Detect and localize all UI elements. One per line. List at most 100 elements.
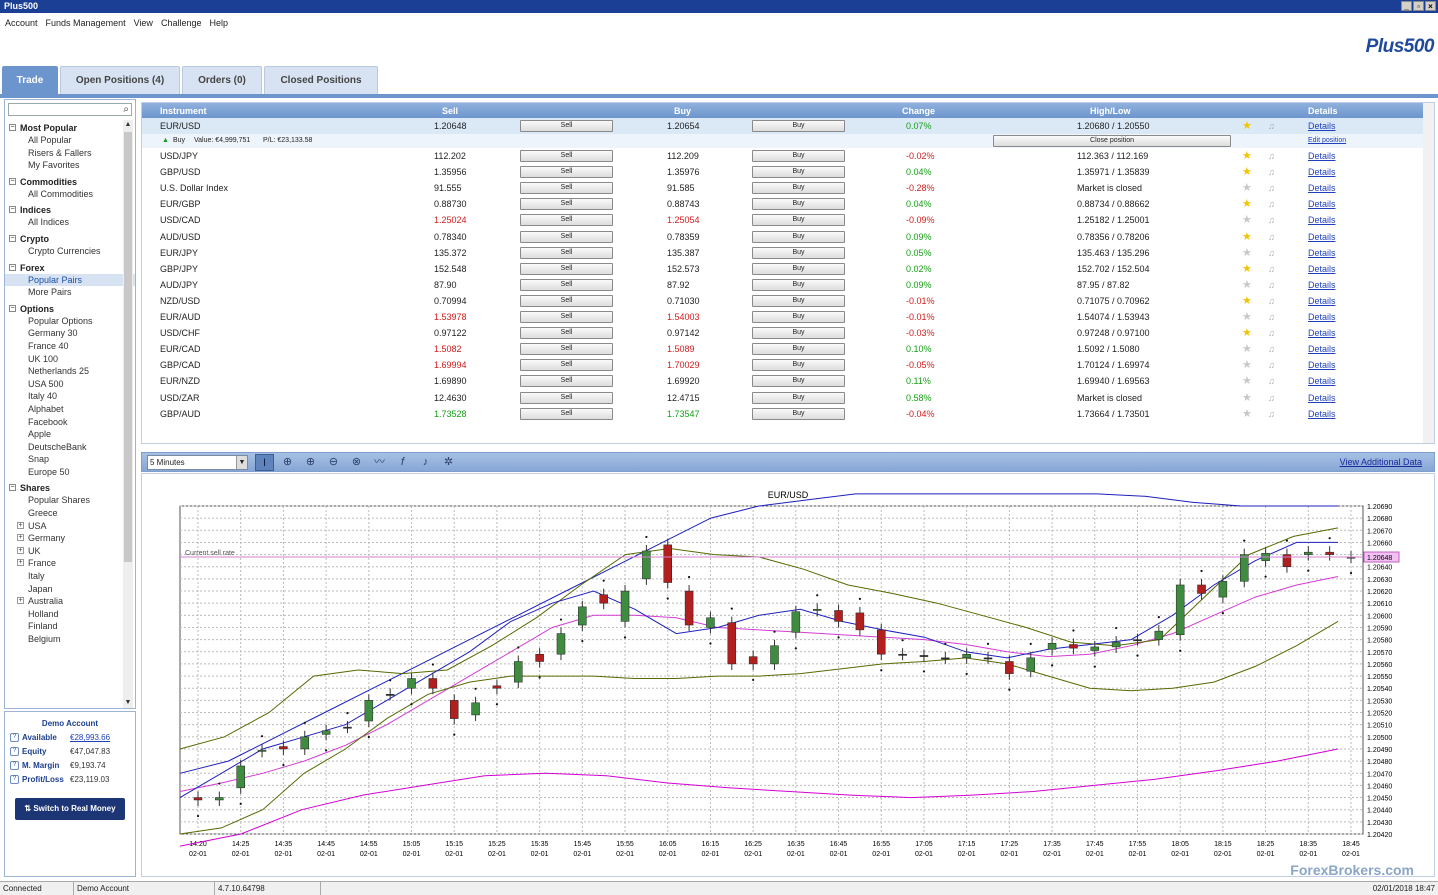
- edit-position-link[interactable]: Edit position: [1308, 137, 1347, 145]
- candle[interactable]: [471, 702, 480, 716]
- candle[interactable]: [364, 700, 374, 722]
- candle[interactable]: [706, 617, 715, 628]
- function-icon[interactable]: f: [400, 456, 405, 468]
- close-icon[interactable]: ×: [1425, 1, 1436, 11]
- instrument-row[interactable]: USD/CHF 0.97122 Sell 0.97142 Buy -0.03% 0.9724…: [142, 325, 1434, 341]
- sell-button[interactable]: Sell: [520, 150, 613, 163]
- candle[interactable]: [919, 655, 929, 657]
- details-link[interactable]: Details: [1308, 392, 1336, 403]
- sell-button[interactable]: Sell: [520, 198, 613, 211]
- help-icon[interactable]: ?: [10, 775, 19, 784]
- details-link[interactable]: Details: [1308, 376, 1336, 387]
- details-link[interactable]: Details: [1308, 279, 1336, 290]
- favorite-star-icon[interactable]: ★: [1242, 198, 1252, 211]
- candle[interactable]: [1239, 554, 1249, 582]
- alert-bell-icon[interactable]: ♫: [1268, 344, 1275, 355]
- details-link[interactable]: Details: [1308, 231, 1336, 242]
- candle[interactable]: [620, 590, 630, 622]
- details-link[interactable]: Details: [1308, 121, 1336, 131]
- favorite-star-icon[interactable]: ★: [1242, 262, 1252, 275]
- alert-bell-icon[interactable]: ♫: [1268, 408, 1275, 419]
- buy-button[interactable]: Buy: [752, 294, 845, 307]
- favorite-star-icon[interactable]: ★: [1242, 407, 1252, 420]
- candle[interactable]: [834, 610, 843, 622]
- candle[interactable]: [1218, 581, 1228, 598]
- candle[interactable]: [1005, 661, 1014, 674]
- category-item[interactable]: Facebook: [5, 416, 135, 429]
- expand-icon[interactable]: +: [17, 546, 24, 554]
- alert-bell-icon[interactable]: ♫: [1268, 295, 1275, 306]
- tab-1[interactable]: Open Positions (4): [60, 66, 180, 94]
- favorite-star-icon[interactable]: ★: [1242, 120, 1252, 132]
- category-item[interactable]: Japan: [5, 583, 135, 596]
- instrument-row[interactable]: USD/ZAR 12.4630 Sell 12.4715 Buy 0.58% Market …: [142, 390, 1434, 406]
- category-item[interactable]: + USA: [5, 520, 135, 533]
- favorite-star-icon[interactable]: ★: [1242, 391, 1252, 404]
- category-item[interactable]: + UK: [5, 545, 135, 558]
- candle[interactable]: [1175, 584, 1185, 636]
- menu-item[interactable]: Help: [209, 18, 228, 28]
- zoom-out-icon[interactable]: ⊖: [328, 456, 339, 468]
- details-link[interactable]: Details: [1308, 408, 1336, 419]
- favorite-star-icon[interactable]: ★: [1242, 359, 1252, 372]
- candle[interactable]: [385, 694, 395, 696]
- candle[interactable]: [941, 657, 950, 660]
- category-item[interactable]: Italy: [5, 570, 135, 583]
- details-link[interactable]: Details: [1308, 151, 1336, 162]
- buy-button[interactable]: Buy: [752, 198, 845, 211]
- candle[interactable]: [578, 606, 587, 626]
- alert-bell-icon[interactable]: ♫: [1268, 151, 1275, 162]
- category-item[interactable]: Europe 50: [5, 466, 135, 479]
- candle[interactable]: [855, 612, 865, 631]
- menu-item[interactable]: Challenge: [160, 18, 202, 28]
- alert-bell-icon[interactable]: ♫: [1268, 231, 1275, 242]
- close-position-button[interactable]: Close position: [993, 135, 1231, 148]
- price-chart[interactable]: EUR/USD 1.20690 1.20680 1.20670 1.20660 1.206…: [141, 473, 1435, 877]
- sell-button[interactable]: Sell: [520, 182, 613, 195]
- col-instrument[interactable]: Instrument: [160, 106, 207, 116]
- details-link[interactable]: Details: [1308, 215, 1336, 226]
- category-item[interactable]: USA 500: [5, 378, 135, 391]
- candle[interactable]: [535, 653, 544, 662]
- sell-button[interactable]: Sell: [520, 343, 613, 356]
- category-item[interactable]: France 40: [5, 340, 135, 353]
- category-item[interactable]: Popular Pairs: [5, 273, 135, 287]
- category-item[interactable]: Alphabet: [5, 403, 135, 416]
- alert-bell-icon[interactable]: ♫: [1268, 328, 1275, 339]
- line-chart-icon[interactable]: 〰: [374, 456, 385, 468]
- instrument-row[interactable]: U.S. Dollar Index 91.555 Sell 91.585 Buy -0.2…: [142, 180, 1434, 196]
- switch-to-real-money-button[interactable]: ⇅ Switch to Real Money: [15, 798, 125, 820]
- crosshair-icon[interactable]: ⊕: [282, 456, 293, 468]
- category-item[interactable]: Crypto Currencies: [5, 245, 135, 258]
- candle[interactable]: [1197, 584, 1206, 594]
- menu-item[interactable]: Funds Management: [45, 18, 126, 28]
- alert-bell-icon[interactable]: ♫: [1268, 360, 1275, 371]
- category-item[interactable]: All Commodities: [5, 188, 135, 201]
- category-item[interactable]: Holland: [5, 608, 135, 621]
- tab-3[interactable]: Closed Positions: [264, 66, 378, 94]
- buy-button[interactable]: Buy: [752, 278, 845, 291]
- category-item[interactable]: Netherlands 25: [5, 365, 135, 378]
- scroll-thumb[interactable]: [124, 132, 132, 562]
- collapse-icon[interactable]: −: [9, 484, 16, 492]
- collapse-icon[interactable]: −: [9, 263, 16, 271]
- sidebar-scrollbar[interactable]: ▲ ▼: [123, 120, 133, 708]
- details-link[interactable]: Details: [1308, 344, 1336, 355]
- sell-button[interactable]: Sell: [520, 359, 613, 372]
- grid-scrollbar[interactable]: [1423, 103, 1434, 443]
- candle[interactable]: [492, 685, 502, 689]
- candle[interactable]: [1026, 657, 1035, 672]
- favorite-star-icon[interactable]: ★: [1242, 182, 1252, 195]
- category-item[interactable]: + France: [5, 557, 135, 570]
- sell-button[interactable]: Sell: [520, 294, 613, 307]
- details-link[interactable]: Details: [1308, 247, 1336, 258]
- category-item[interactable]: Snap: [5, 453, 135, 466]
- candle[interactable]: [279, 746, 288, 750]
- minimize-icon[interactable]: _: [1401, 1, 1412, 11]
- buy-button[interactable]: Buy: [752, 246, 845, 259]
- sell-button[interactable]: Sell: [520, 230, 613, 243]
- favorite-star-icon[interactable]: ★: [1242, 150, 1252, 163]
- instrument-row[interactable]: EUR/GBP 0.88730 Sell 0.88743 Buy 0.04% 0.88734…: [142, 196, 1434, 212]
- candle[interactable]: [642, 550, 651, 580]
- help-icon[interactable]: ?: [10, 747, 19, 756]
